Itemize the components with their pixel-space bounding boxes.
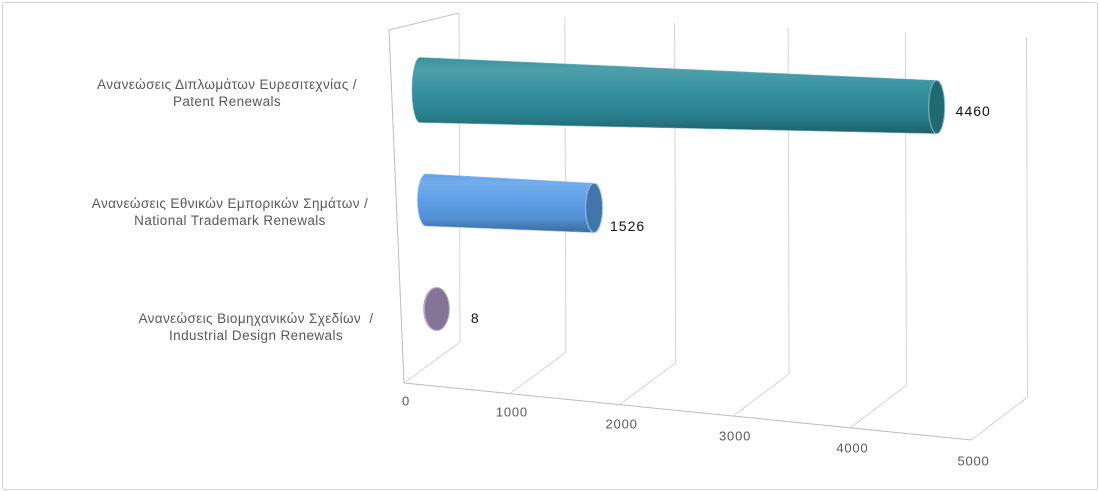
- tick-label: 4000: [836, 440, 869, 456]
- floor-gridline: [509, 351, 567, 395]
- bar-2: [417, 173, 604, 234]
- data-label: 4460: [955, 103, 991, 120]
- bar-end-cap: [928, 79, 946, 135]
- category-axis-line: [388, 29, 405, 384]
- tick-label: 0: [401, 393, 411, 409]
- category-label: Ανανεώσεις Εθνικών Εμπορικών Σημάτων / N…: [91, 195, 369, 228]
- floor-gridline: [403, 341, 461, 384]
- bar-body: [417, 173, 595, 233]
- bar-1: [411, 57, 946, 135]
- floor-gridline: [732, 373, 790, 417]
- bar-body: [411, 57, 937, 134]
- bar-series: [411, 57, 946, 332]
- bar-3: [423, 287, 450, 332]
- tick-label: 1000: [495, 404, 528, 420]
- floor-gridline: [971, 396, 1028, 441]
- data-label: 1526: [610, 217, 646, 234]
- floor-gridline: [850, 384, 907, 429]
- tick-label: 3000: [719, 428, 752, 444]
- back-wall-gridline: [1026, 37, 1028, 398]
- category-label: Ανανεώσεις Διπλωμάτων Ευρεσιτεχνίας / Pa…: [97, 76, 357, 109]
- left-wall-top-edge: [388, 12, 460, 31]
- data-label: 8: [470, 310, 480, 327]
- bar-end-cap: [585, 182, 604, 234]
- category-label: Ανανεώσεις Βιομηχανικών Σχεδίων / Indust…: [138, 310, 374, 343]
- bar-end-cap: [423, 287, 450, 332]
- floor-gridline: [619, 362, 676, 406]
- tick-label: 5000: [957, 453, 990, 469]
- value-axis-line: [403, 382, 972, 441]
- tick-label: 2000: [605, 416, 638, 432]
